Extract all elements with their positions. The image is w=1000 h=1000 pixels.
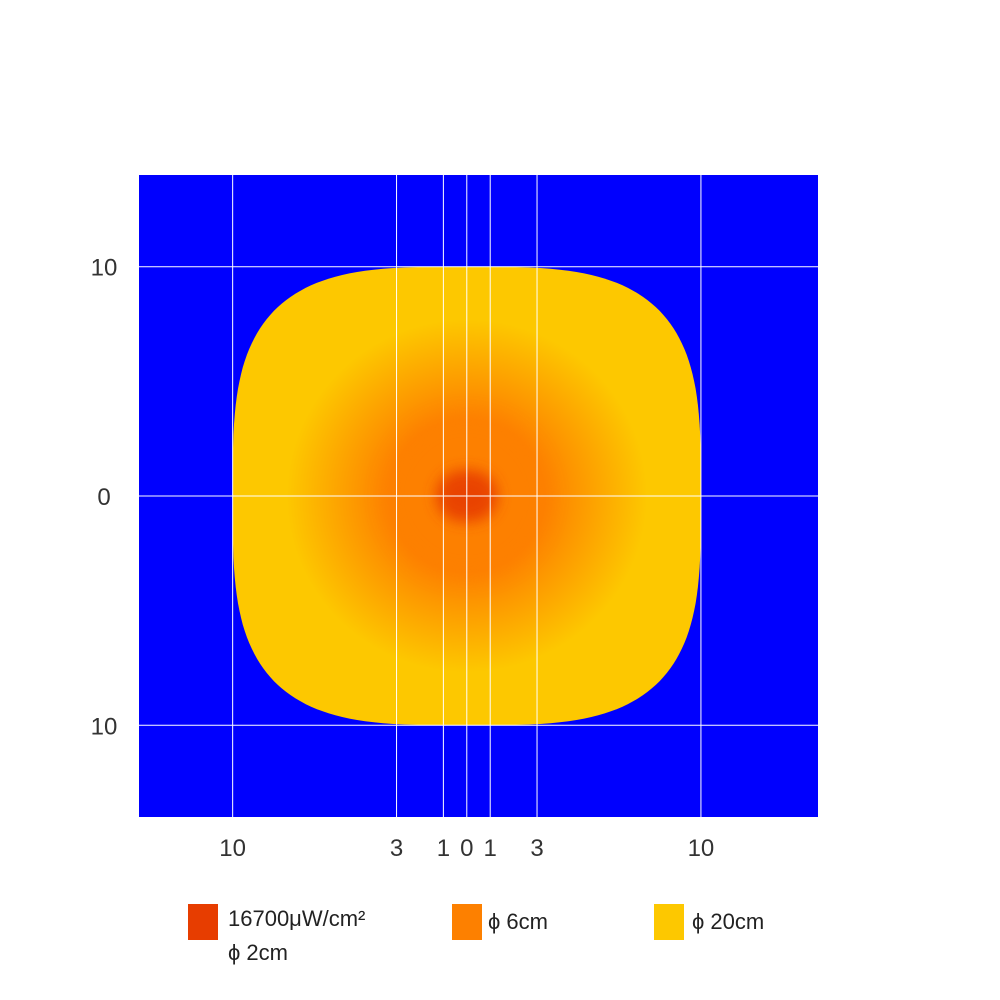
legend-sublabel-2cm: ϕ 2cm xyxy=(228,940,288,965)
y-tick-label: 10 xyxy=(91,713,118,740)
x-tick-label: 10 xyxy=(219,835,246,862)
y-tick-label: 0 xyxy=(97,484,110,511)
legend-label-6cm: ϕ 6cm xyxy=(488,909,548,934)
x-tick-label: 1 xyxy=(437,835,450,862)
legend-swatch-2cm xyxy=(188,904,218,940)
legend-swatch-20cm xyxy=(654,904,684,940)
legend-label-20cm: ϕ 20cm xyxy=(692,909,765,934)
x-tick-label: 10 xyxy=(688,835,715,862)
x-tick-label: 1 xyxy=(484,835,497,862)
x-tick-label: 3 xyxy=(390,835,403,862)
x-tick-label: 0 xyxy=(460,835,473,862)
y-tick-label: 10 xyxy=(91,255,118,282)
legend-label-2cm: 16700μW/cm² xyxy=(228,906,366,931)
legend-swatch-6cm xyxy=(452,904,482,940)
x-tick-label: 3 xyxy=(530,835,543,862)
